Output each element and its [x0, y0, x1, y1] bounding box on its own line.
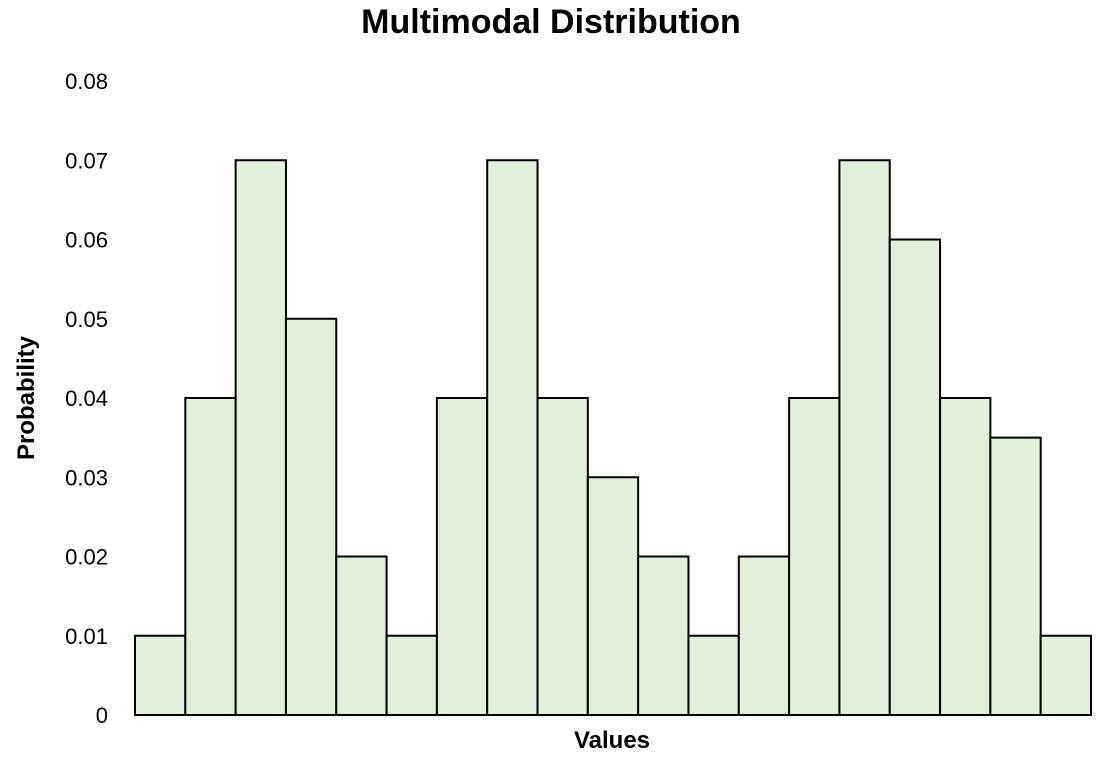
histogram-bar [637, 555, 690, 716]
y-tick-label: 0.08 [65, 69, 108, 94]
histogram-bar [184, 397, 237, 716]
histogram-bar [284, 317, 338, 716]
chart-title: Multimodal Distribution [361, 3, 741, 41]
histogram-bar [1039, 634, 1092, 716]
histogram-bar [687, 634, 740, 716]
y-tick-label: 0.01 [65, 624, 108, 649]
histogram-bar [989, 436, 1042, 716]
y-tick-label: 0.04 [65, 386, 108, 411]
y-tick-label: 0 [96, 703, 108, 728]
histogram-bar [888, 238, 942, 716]
histogram-bar [536, 397, 589, 716]
histogram-bar [486, 159, 539, 716]
histogram-bar [788, 397, 841, 716]
histogram-bar [838, 159, 891, 716]
x-axis-label: Values [574, 727, 650, 754]
y-axis-ticks: 0 0.01 0.02 0.03 0.04 0.05 0.06 0.07 0.08 [65, 69, 108, 728]
y-tick-label: 0.05 [65, 307, 108, 332]
histogram-bar [335, 555, 388, 716]
y-tick-label: 0.06 [65, 228, 108, 253]
y-tick-label: 0.03 [65, 465, 108, 490]
y-axis-label: Probability [13, 335, 40, 460]
histogram-bar [134, 634, 187, 716]
histogram-bar [234, 159, 287, 716]
histogram-bar [385, 634, 438, 716]
y-tick-label: 0.02 [65, 545, 108, 570]
histogram-bar [435, 397, 489, 716]
histogram-bar [737, 555, 791, 716]
histogram-bar [586, 476, 640, 716]
y-tick-label: 0.07 [65, 148, 108, 173]
bars-group [134, 159, 1092, 716]
histogram-bar [939, 397, 992, 716]
